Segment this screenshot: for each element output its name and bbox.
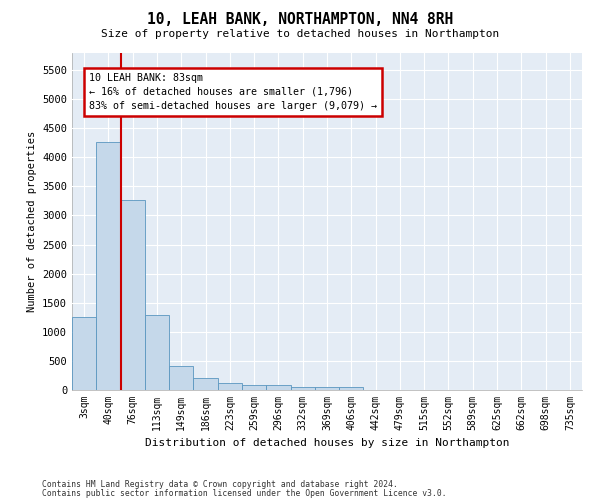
Bar bbox=[290, 386, 315, 390]
Text: Contains HM Land Registry data © Crown copyright and database right 2024.: Contains HM Land Registry data © Crown c… bbox=[42, 480, 398, 489]
Bar bbox=[339, 387, 364, 390]
Bar bbox=[96, 142, 121, 390]
Bar bbox=[193, 378, 218, 390]
Bar bbox=[266, 386, 290, 390]
Text: Size of property relative to detached houses in Northampton: Size of property relative to detached ho… bbox=[101, 29, 499, 39]
Bar bbox=[72, 318, 96, 390]
Bar bbox=[121, 200, 145, 390]
Bar bbox=[315, 387, 339, 390]
Bar bbox=[145, 315, 169, 390]
Bar bbox=[218, 383, 242, 390]
Text: Contains public sector information licensed under the Open Government Licence v3: Contains public sector information licen… bbox=[42, 488, 446, 498]
Bar bbox=[169, 366, 193, 390]
Y-axis label: Number of detached properties: Number of detached properties bbox=[26, 130, 37, 312]
Text: 10, LEAH BANK, NORTHAMPTON, NN4 8RH: 10, LEAH BANK, NORTHAMPTON, NN4 8RH bbox=[147, 12, 453, 28]
X-axis label: Distribution of detached houses by size in Northampton: Distribution of detached houses by size … bbox=[145, 438, 509, 448]
Bar bbox=[242, 385, 266, 390]
Text: 10 LEAH BANK: 83sqm
← 16% of detached houses are smaller (1,796)
83% of semi-det: 10 LEAH BANK: 83sqm ← 16% of detached ho… bbox=[89, 73, 377, 111]
